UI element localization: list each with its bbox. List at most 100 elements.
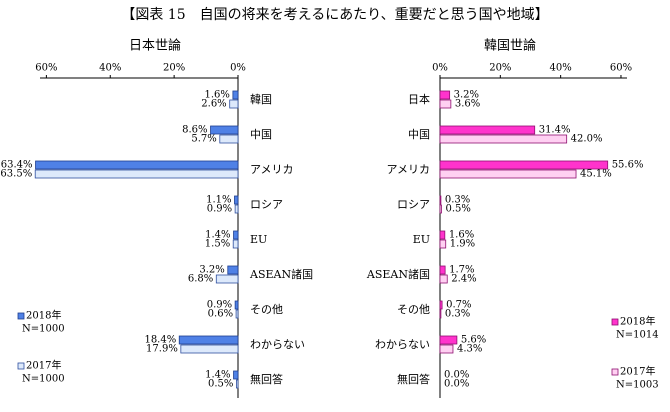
bar — [180, 344, 239, 354]
legend-n: N=1000 — [22, 374, 65, 385]
bar — [439, 125, 536, 135]
category-label: その他 — [397, 303, 430, 316]
category-label: 韓国 — [250, 93, 272, 106]
data-label: 63.5% — [0, 169, 32, 180]
bar — [439, 265, 446, 275]
category-label: EU — [250, 233, 267, 246]
category-label: 無回答 — [250, 372, 283, 386]
data-label: 31.4% — [539, 125, 571, 136]
bar — [439, 344, 454, 354]
category-label: アメリカ — [250, 163, 293, 176]
data-label: 0.3% — [445, 195, 470, 206]
data-label: 0.9% — [207, 300, 232, 311]
category-label: わからない — [375, 338, 430, 351]
bar — [232, 239, 239, 249]
data-label: 55.6% — [612, 160, 644, 171]
bar — [439, 274, 448, 284]
bar — [439, 309, 442, 319]
data-label: 0.0% — [444, 370, 469, 381]
data-label: 1.1% — [206, 195, 231, 206]
bar — [439, 99, 452, 109]
bar — [35, 160, 239, 170]
category-label: 日本 — [408, 92, 430, 106]
category-label: アメリカ — [387, 163, 430, 176]
data-label: 0.0% — [444, 379, 469, 390]
bar — [233, 230, 239, 240]
data-label: 5.7% — [191, 134, 216, 145]
x-tick-label: 0% — [230, 63, 246, 74]
bar — [439, 90, 451, 100]
legend-swatch — [611, 368, 619, 376]
x-tick-label: 60% — [35, 63, 57, 74]
bar — [229, 99, 239, 109]
data-label: 4.3% — [457, 344, 482, 355]
chart-title: 日本世論 — [129, 38, 181, 54]
bar — [235, 309, 239, 319]
bar — [234, 300, 239, 310]
data-label: 1.9% — [450, 239, 475, 250]
data-label: 2.4% — [451, 274, 476, 285]
legend-n: N=1014 — [616, 330, 659, 341]
data-label: 3.2% — [199, 265, 224, 276]
category-label: ロシア — [250, 198, 283, 211]
bar — [219, 134, 239, 144]
category-label: EU — [413, 233, 430, 246]
bar — [439, 300, 443, 310]
bar — [215, 274, 239, 284]
data-label: 42.0% — [571, 134, 603, 145]
bar — [439, 239, 447, 249]
legend-swatch — [17, 312, 25, 320]
category-label: わからない — [250, 338, 305, 351]
bar — [439, 134, 568, 144]
legend-n: N=1003 — [616, 380, 659, 391]
data-label: 0.7% — [446, 300, 471, 311]
legend-swatch — [611, 318, 619, 326]
data-label: 1.7% — [449, 265, 474, 276]
legend-swatch — [17, 362, 25, 370]
x-tick-label: 20% — [163, 63, 185, 74]
bar — [439, 204, 442, 214]
bar — [236, 379, 239, 389]
data-label: 1.4% — [205, 230, 230, 241]
data-label: 1.6% — [204, 90, 229, 101]
bar — [178, 335, 239, 345]
category-label: 中国 — [408, 128, 430, 141]
data-label: 18.4% — [144, 335, 176, 346]
data-label: 63.4% — [1, 160, 33, 171]
bar — [439, 335, 458, 345]
data-label: 1.4% — [205, 370, 230, 381]
page-title: 【図表 15 自国の将来を考えるにあたり、重要だと思う国や地域】 — [121, 7, 548, 23]
bar — [210, 125, 239, 135]
legend-n: N=1000 — [22, 324, 65, 335]
x-tick-label: 40% — [550, 63, 572, 74]
category-label: その他 — [250, 303, 283, 316]
legend-label: 2018年 — [620, 315, 655, 328]
bar — [233, 370, 239, 380]
legend-label: 2017年 — [620, 365, 655, 378]
data-label: 0.5% — [208, 379, 233, 390]
bar — [234, 195, 239, 205]
data-label: 1.6% — [449, 230, 474, 241]
bar — [34, 169, 239, 179]
data-label: 3.2% — [454, 90, 479, 101]
x-tick-label: 40% — [99, 63, 121, 74]
data-label: 2.6% — [201, 99, 226, 110]
bar — [439, 169, 577, 179]
x-tick-label: 60% — [610, 63, 632, 74]
x-tick-label: 20% — [489, 63, 511, 74]
data-label: 6.8% — [188, 274, 213, 285]
bar — [234, 204, 239, 214]
category-label: 中国 — [250, 128, 272, 141]
data-label: 8.6% — [182, 125, 207, 136]
chart-title: 韓国世論 — [484, 38, 536, 54]
data-label: 0.6% — [208, 309, 233, 320]
bar — [439, 230, 446, 240]
data-label: 3.6% — [455, 99, 480, 110]
bar — [439, 195, 442, 205]
bar — [439, 160, 609, 170]
data-label: 5.6% — [461, 335, 486, 346]
data-label: 0.5% — [446, 204, 471, 215]
data-label: 17.9% — [146, 344, 178, 355]
data-label: 0.9% — [207, 204, 232, 215]
